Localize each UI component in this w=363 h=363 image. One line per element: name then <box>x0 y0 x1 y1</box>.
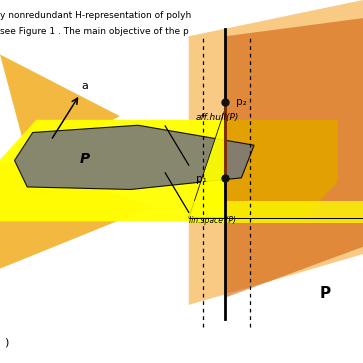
Polygon shape <box>189 0 363 305</box>
Text: lin.space (P): lin.space (P) <box>189 216 236 225</box>
Text: P: P <box>319 286 331 301</box>
Polygon shape <box>189 109 225 218</box>
Text: aff.hull(P): aff.hull(P) <box>196 113 239 122</box>
Text: a: a <box>82 81 89 91</box>
Polygon shape <box>189 201 363 223</box>
Polygon shape <box>15 125 254 189</box>
Polygon shape <box>0 120 338 221</box>
Text: see Figure 1 . The main objective of the p: see Figure 1 . The main objective of the… <box>0 27 189 36</box>
Text: y nonredundant H-representation of polyh: y nonredundant H-representation of polyh <box>0 11 191 20</box>
Polygon shape <box>0 163 152 269</box>
Text: P: P <box>80 152 90 166</box>
Text: ): ) <box>4 338 8 348</box>
Text: p₂: p₂ <box>236 97 247 107</box>
Polygon shape <box>0 54 120 163</box>
Text: p₁: p₁ <box>196 174 207 184</box>
Polygon shape <box>225 18 363 298</box>
